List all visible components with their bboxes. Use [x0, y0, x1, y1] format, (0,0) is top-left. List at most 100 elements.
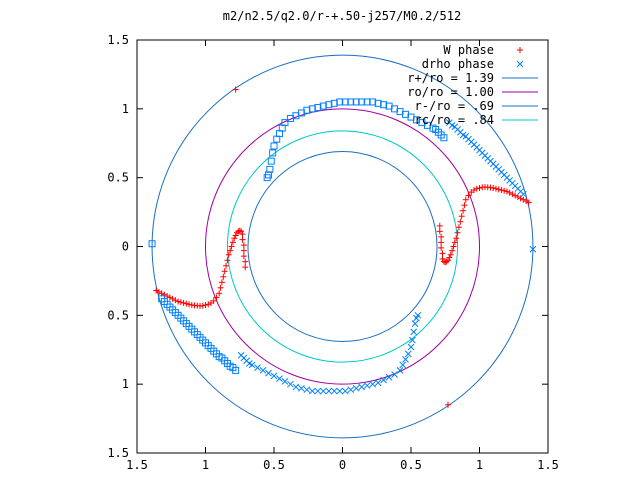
data-point — [231, 235, 238, 242]
marker-stroke — [319, 387, 327, 395]
data-point — [330, 387, 338, 395]
data-series — [148, 98, 448, 374]
reference-circle — [247, 151, 438, 342]
marker-stroke — [352, 384, 360, 392]
x-tick-label: 1.5 — [126, 458, 148, 472]
data-point — [292, 383, 300, 391]
data-point — [281, 378, 289, 385]
data-point — [303, 386, 311, 394]
axis-ticks: 1.5 1 0.5 0 0.5 1 1.51.510.500.511.5 — [107, 33, 559, 472]
data-point — [232, 86, 239, 93]
data-point — [399, 361, 407, 369]
reference-circle — [226, 130, 459, 363]
data-point — [439, 255, 446, 262]
data-point — [239, 231, 246, 238]
data-point — [380, 376, 387, 384]
marker-stroke — [281, 378, 289, 385]
legend-label: r+/ro = 1.39 — [407, 71, 494, 85]
data-series — [153, 86, 532, 408]
marker-stroke — [399, 361, 407, 369]
legend-entry: W phase — [443, 43, 523, 57]
marker-stroke — [451, 123, 459, 131]
marker-stroke — [347, 386, 355, 394]
marker-stroke — [232, 366, 240, 374]
data-point — [514, 193, 521, 200]
marker-stroke — [148, 240, 156, 248]
data-point — [442, 259, 449, 266]
data-point — [242, 264, 249, 271]
marker-stroke — [404, 350, 412, 358]
data-point — [273, 135, 281, 143]
data-point — [347, 386, 355, 394]
data-point — [447, 251, 454, 258]
marker-stroke — [263, 174, 271, 182]
legend-entry: ro/ro = 1.00 — [407, 85, 538, 99]
data-point — [446, 119, 453, 126]
y-tick-label: 1 — [122, 102, 129, 116]
legend-label: W phase — [443, 43, 494, 57]
data-point — [457, 218, 464, 225]
data-point — [172, 297, 179, 304]
marker-stroke — [325, 101, 333, 109]
data-point — [374, 99, 382, 107]
legend-marker-sample — [517, 47, 523, 53]
data-point — [407, 343, 415, 351]
marker-stroke — [380, 376, 387, 384]
legend-marker-sample — [516, 60, 524, 68]
data-point — [155, 288, 162, 295]
marker-stroke — [267, 157, 275, 165]
marker-stroke — [319, 102, 327, 110]
data-point — [314, 387, 322, 395]
data-point — [498, 187, 505, 194]
marker-stroke — [414, 311, 422, 319]
marker-stroke — [391, 371, 398, 378]
data-point — [254, 364, 261, 372]
data-point — [468, 189, 475, 196]
data-point — [270, 142, 278, 150]
data-point — [242, 258, 249, 265]
data-point — [436, 222, 443, 229]
marker-stroke — [325, 387, 333, 395]
data-point — [270, 372, 278, 380]
marker-stroke — [369, 380, 376, 388]
data-point — [465, 192, 472, 199]
marker-stroke — [341, 98, 349, 106]
y-tick-label: 1.5 — [107, 33, 129, 47]
x-tick-label: 0.5 — [400, 458, 422, 472]
x-tick-label: 1.5 — [537, 458, 559, 472]
marker-stroke — [516, 60, 524, 68]
marker-stroke — [276, 375, 283, 383]
y-tick-label: 0.5 — [107, 308, 129, 322]
marker-stroke — [358, 383, 366, 391]
marker-stroke — [286, 114, 294, 122]
data-point — [455, 224, 462, 231]
data-point — [166, 294, 173, 301]
data-point — [319, 102, 327, 110]
x-tick-label: 1 — [202, 458, 209, 472]
data-point — [259, 367, 267, 374]
marker-stroke — [411, 320, 419, 327]
marker-stroke — [402, 356, 409, 363]
data-point — [473, 185, 480, 192]
data-point — [438, 244, 445, 251]
data-point — [506, 189, 513, 196]
marker-stroke — [385, 102, 393, 110]
data-point — [446, 254, 453, 261]
marker-stroke — [363, 382, 371, 389]
marker-stroke — [245, 360, 253, 367]
data-point — [440, 258, 447, 265]
data-point — [450, 243, 457, 250]
data-point — [263, 174, 271, 182]
marker-stroke — [308, 105, 316, 113]
marker-stroke — [314, 103, 322, 111]
data-point — [462, 196, 469, 203]
marker-stroke — [396, 367, 404, 374]
data-point — [336, 387, 344, 395]
data-point — [402, 356, 409, 363]
data-point — [298, 384, 305, 392]
data-point — [286, 114, 294, 122]
marker-stroke — [265, 369, 272, 377]
data-point — [220, 273, 227, 280]
data-point — [409, 336, 416, 344]
data-point — [269, 149, 277, 157]
